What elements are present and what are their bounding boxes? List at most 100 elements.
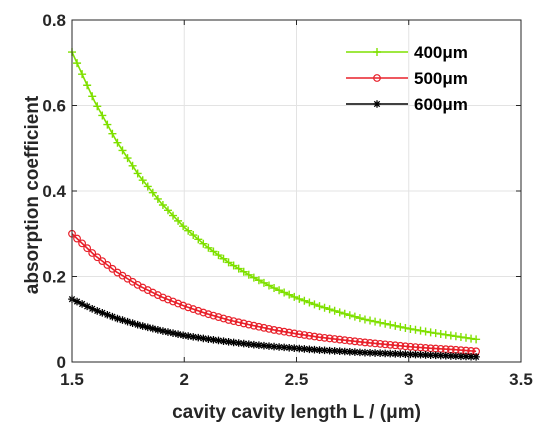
series-point [270, 284, 279, 293]
x-tick-label: 2.5 [285, 370, 309, 389]
legend-label: 600μm [414, 95, 468, 114]
series-point [280, 343, 288, 352]
series-point [83, 244, 92, 253]
series-point [169, 297, 177, 306]
series-point [310, 332, 319, 341]
series-point [164, 295, 172, 304]
series-point [391, 321, 400, 330]
series-point [249, 321, 258, 330]
series-point [462, 352, 470, 361]
series-point [199, 239, 208, 248]
series-point [244, 320, 253, 329]
series-2 [68, 295, 480, 361]
series-point [184, 226, 193, 235]
series-point [411, 343, 420, 352]
series-point [250, 340, 258, 349]
series-point [467, 352, 475, 361]
series-point [239, 267, 248, 276]
series-point [446, 331, 455, 340]
series-point [345, 336, 354, 345]
series-point [98, 111, 107, 120]
series-point [159, 327, 167, 335]
series-point [461, 333, 470, 342]
series-point [325, 305, 334, 314]
series-point [93, 102, 102, 111]
series-point [411, 350, 420, 359]
series-point [254, 322, 263, 331]
series-point [310, 345, 319, 354]
series-point [285, 290, 294, 299]
series-point [118, 146, 127, 155]
series-point [143, 323, 152, 332]
series-point [295, 330, 304, 339]
series-point [285, 328, 294, 337]
ticks: 1.5 2 2.5 3 3.5 0 0.2 0.4 0.6 0.8 [42, 11, 532, 389]
series-point [234, 318, 243, 327]
series-point [189, 305, 198, 313]
series-point [88, 304, 97, 313]
x-tick-label: 2 [180, 370, 189, 389]
legend-entry-1: 500μm [346, 69, 468, 88]
series-point [179, 331, 187, 340]
series-point [411, 325, 420, 334]
series-point [113, 314, 122, 323]
series-point [199, 308, 208, 317]
series-point [280, 288, 289, 297]
series-point [214, 336, 223, 345]
legend-marker [373, 48, 381, 56]
series-point [426, 328, 435, 337]
x-tick-label: 3 [404, 370, 413, 389]
series-point [98, 309, 107, 317]
series-point [103, 261, 112, 269]
series-point [194, 333, 203, 342]
series-point [416, 343, 425, 352]
series-point [224, 258, 233, 267]
series-point [421, 327, 430, 336]
series-point [249, 273, 258, 282]
series-point [174, 299, 182, 308]
series-point [391, 349, 400, 358]
series-point [431, 329, 440, 338]
series-point [371, 349, 379, 357]
series-point [204, 243, 213, 252]
series-point [335, 308, 344, 317]
x-tick-label: 1.5 [60, 370, 84, 389]
series-point [179, 301, 188, 310]
series-point [275, 343, 283, 351]
series-point [396, 341, 405, 350]
series-point [325, 334, 334, 343]
series-point [275, 326, 284, 335]
series-point [224, 316, 233, 324]
series-point [361, 348, 369, 357]
series-point [163, 206, 172, 215]
series-point [441, 351, 450, 360]
series-point [73, 234, 81, 243]
series-point [295, 294, 304, 303]
series-point [138, 322, 147, 330]
series-point [350, 312, 359, 321]
series-point [371, 317, 380, 326]
series-point [366, 339, 374, 347]
series-point [108, 129, 117, 138]
series-point [396, 322, 405, 331]
series-point [73, 59, 82, 68]
series-point [209, 247, 218, 256]
y-axis-label: absorption coefficient [22, 95, 43, 294]
series-point [340, 347, 349, 356]
series-point [330, 347, 339, 355]
series-1 [68, 229, 481, 356]
series-point [305, 298, 314, 307]
series-point [285, 343, 294, 352]
series-point [158, 201, 167, 210]
series-point [239, 339, 248, 348]
series-point [143, 182, 152, 191]
series-point [260, 323, 268, 332]
series-point [472, 335, 481, 344]
series-point [169, 211, 178, 220]
series-point [300, 345, 309, 353]
y-tick-label: 0.4 [42, 182, 66, 201]
series-point [265, 324, 273, 333]
series-point [401, 350, 410, 358]
series-layer [68, 48, 481, 361]
series-point [447, 352, 455, 360]
